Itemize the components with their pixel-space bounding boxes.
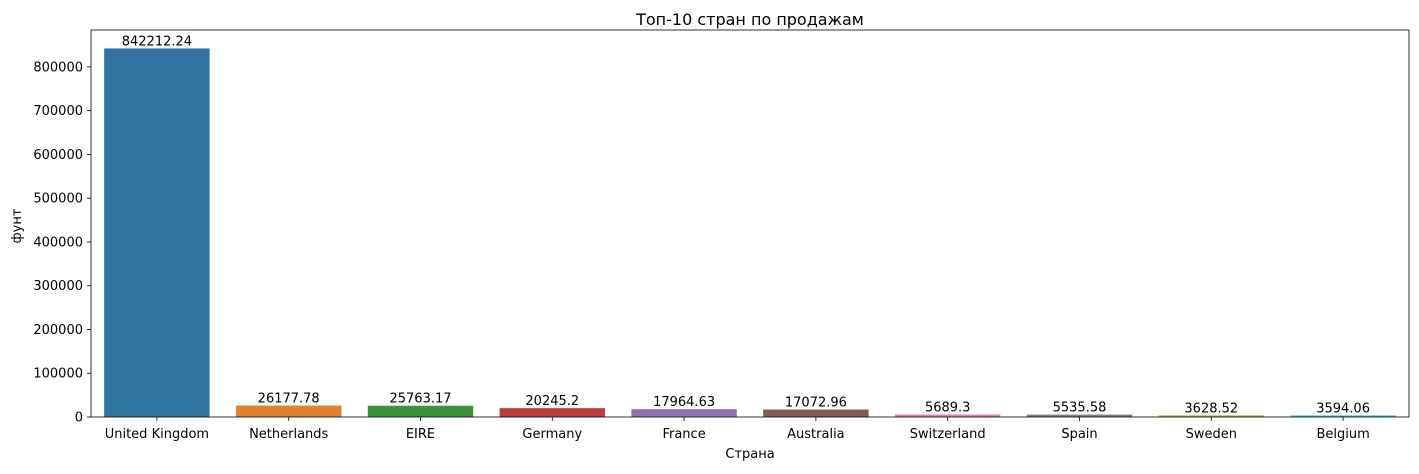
- x-tick-label: France: [662, 427, 705, 442]
- y-tick-label: 400000: [33, 235, 83, 250]
- bar-eire: [367, 405, 474, 417]
- x-tick-label: Germany: [522, 427, 582, 442]
- bar-value-label: 5535.58: [1053, 401, 1107, 416]
- bar-value-label: 3628.52: [1184, 401, 1238, 416]
- bar-value-label: 17964.63: [653, 395, 715, 410]
- x-tick-label: Netherlands: [249, 427, 328, 442]
- y-tick-label: 300000: [33, 279, 83, 294]
- x-tick-label: Spain: [1061, 427, 1097, 442]
- bar-australia: [763, 409, 869, 417]
- x-tick-label: Australia: [787, 427, 845, 442]
- x-axis-label: Страна: [725, 447, 774, 462]
- bar-value-label: 20245.2: [525, 394, 579, 409]
- bar-sweden: [1158, 415, 1265, 417]
- bar-value-label: 842212.24: [122, 34, 192, 49]
- x-tick-label: United Kingdom: [105, 427, 209, 442]
- bar-france: [631, 409, 737, 417]
- y-tick-label: 700000: [33, 104, 83, 119]
- bar-value-label: 5689.3: [925, 401, 971, 416]
- y-tick-label: 200000: [33, 323, 83, 338]
- bar-switzerland: [894, 414, 1001, 417]
- y-tick-label: 0: [75, 411, 83, 426]
- bar-united-kingdom: [104, 48, 210, 418]
- y-axis-label: фунт: [10, 208, 25, 243]
- y-tick-label: 500000: [33, 192, 83, 207]
- bar-spain: [1026, 414, 1133, 417]
- y-tick-label: 600000: [33, 148, 83, 163]
- plot-area: 842212.24 United Kingdom 26177.78 Netherlan…: [33, 29, 1410, 442]
- bar-germany: [499, 408, 606, 417]
- bar-belgium: [1290, 415, 1396, 417]
- y-tick-label: 800000: [33, 60, 83, 75]
- bar-value-label: 26177.78: [258, 392, 320, 407]
- bar-value-label: 25763.17: [389, 392, 451, 407]
- x-tick-label: EIRE: [406, 427, 435, 442]
- bar-netherlands: [235, 405, 342, 417]
- plot-frame: [90, 29, 1410, 418]
- y-tick-label: 100000: [33, 367, 83, 382]
- bar-value-label: 17072.96: [785, 396, 847, 411]
- bar-value-label: 3594.06: [1316, 401, 1370, 416]
- x-tick-label: Sweden: [1186, 427, 1237, 442]
- x-tick-label: Switzerland: [910, 427, 986, 442]
- x-tick-label: Belgium: [1316, 427, 1369, 442]
- chart-title: Топ-10 стран по продажам: [635, 10, 864, 29]
